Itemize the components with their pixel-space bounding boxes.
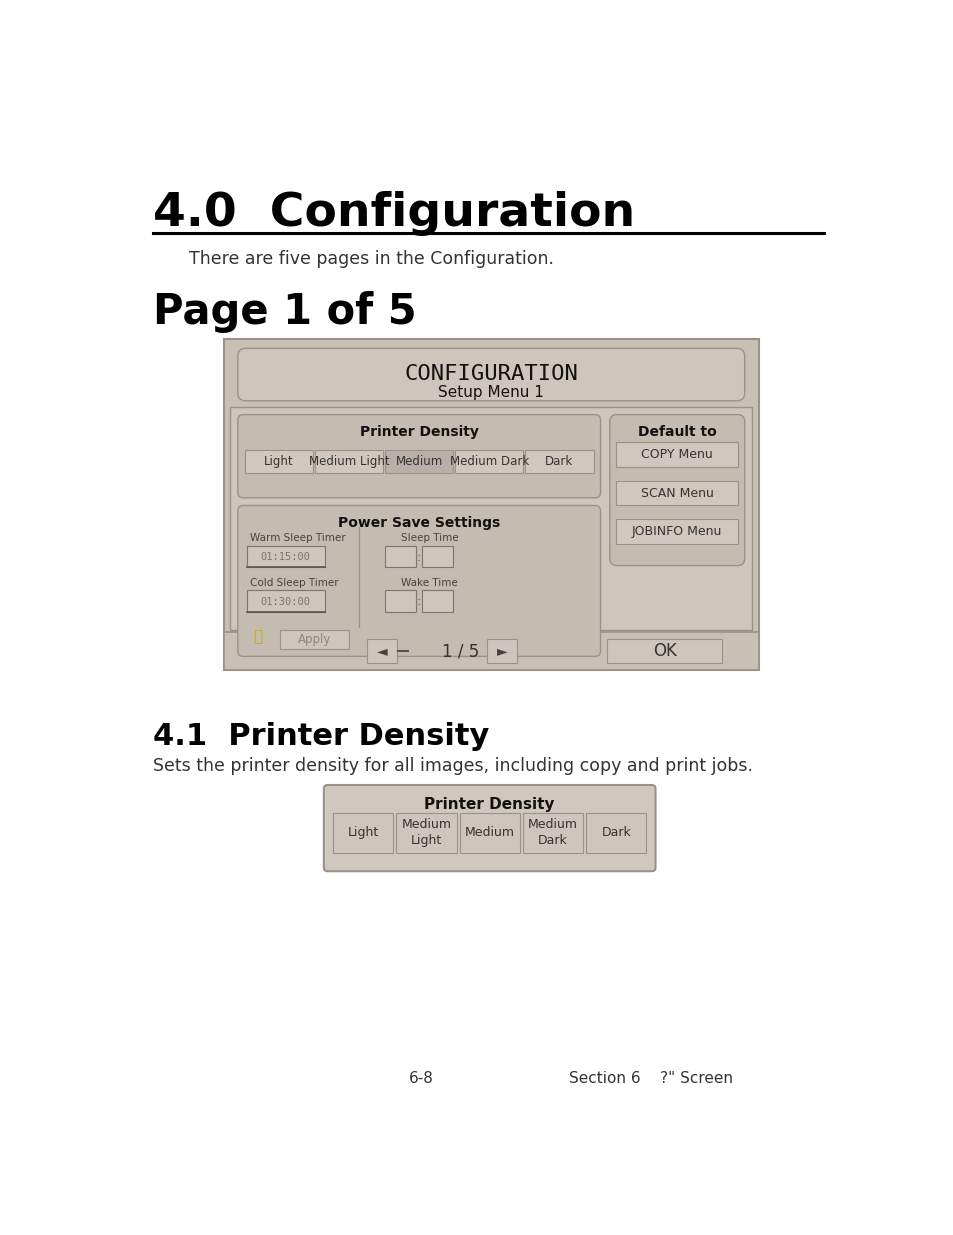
Text: Printer Density: Printer Density (359, 425, 478, 440)
FancyBboxPatch shape (323, 785, 655, 871)
Bar (607, 638, 721, 663)
Text: 4.0  Configuration: 4.0 Configuration (153, 190, 635, 236)
Text: Medium: Medium (395, 454, 442, 468)
Text: 01:30:00: 01:30:00 (260, 597, 311, 606)
Bar (230, 406, 752, 630)
FancyBboxPatch shape (237, 505, 599, 656)
Bar (422, 590, 453, 611)
Bar (616, 442, 738, 467)
FancyBboxPatch shape (237, 348, 744, 401)
Text: OK: OK (652, 642, 676, 659)
Text: Medium: Medium (464, 826, 515, 840)
Text: ◄: ◄ (376, 643, 387, 658)
Text: 1 / 5: 1 / 5 (441, 642, 478, 661)
Text: Setup Menu 1: Setup Menu 1 (437, 385, 543, 400)
Bar (224, 632, 758, 671)
Bar (245, 450, 313, 473)
Bar (247, 546, 324, 567)
FancyBboxPatch shape (237, 415, 599, 498)
Text: CONFIGURATION: CONFIGURATION (404, 364, 578, 384)
Bar (314, 450, 383, 473)
Bar (385, 546, 416, 567)
Text: ►: ► (497, 643, 507, 658)
Bar (224, 340, 758, 671)
Text: COPY Menu: COPY Menu (640, 448, 713, 461)
Text: Printer Density: Printer Density (424, 798, 555, 813)
Text: Medium Dark: Medium Dark (449, 454, 528, 468)
Text: 01:15:00: 01:15:00 (260, 552, 311, 562)
Text: Light: Light (264, 454, 294, 468)
Bar (422, 546, 453, 567)
Text: JOBINFO Menu: JOBINFO Menu (632, 525, 721, 538)
Bar (367, 638, 396, 663)
Text: Section 6    ?" Screen: Section 6 ?" Screen (568, 1071, 732, 1086)
Bar (524, 450, 593, 473)
Bar (455, 450, 523, 473)
Bar (247, 590, 324, 611)
Text: Apply: Apply (297, 634, 331, 646)
Bar (487, 638, 517, 663)
Text: Cold Sleep Timer: Cold Sleep Timer (250, 578, 338, 588)
Text: Wake Time: Wake Time (400, 578, 456, 588)
Text: Sets the printer density for all images, including copy and print jobs.: Sets the printer density for all images,… (153, 757, 753, 776)
Bar (585, 813, 645, 852)
Text: Power Save Settings: Power Save Settings (337, 516, 499, 530)
Bar (522, 813, 582, 852)
Text: Medium
Dark: Medium Dark (527, 819, 578, 847)
Text: SCAN Menu: SCAN Menu (640, 487, 713, 500)
Bar (280, 630, 348, 648)
Text: Sleep Time: Sleep Time (400, 534, 457, 543)
Text: :: : (416, 595, 420, 608)
Text: Medium
Light: Medium Light (401, 819, 451, 847)
Text: Dark: Dark (544, 454, 573, 468)
Text: Dark: Dark (600, 826, 630, 840)
Text: Light: Light (347, 826, 378, 840)
FancyBboxPatch shape (609, 415, 744, 566)
Text: Page 1 of 5: Page 1 of 5 (153, 290, 416, 332)
Bar (616, 520, 738, 543)
Bar (396, 813, 456, 852)
Bar (333, 813, 393, 852)
Bar (384, 450, 453, 473)
Bar (385, 590, 416, 611)
Text: 🔒: 🔒 (253, 629, 262, 643)
Text: 4.1  Printer Density: 4.1 Printer Density (153, 721, 489, 751)
Text: Warm Sleep Timer: Warm Sleep Timer (250, 534, 346, 543)
Text: Default to: Default to (638, 425, 716, 440)
Text: There are five pages in the Configuration.: There are five pages in the Configuratio… (189, 249, 554, 268)
Text: Medium Light: Medium Light (309, 454, 389, 468)
Text: 6-8: 6-8 (409, 1071, 434, 1086)
Bar (459, 813, 519, 852)
Text: :: : (416, 551, 420, 563)
Bar (616, 480, 738, 505)
